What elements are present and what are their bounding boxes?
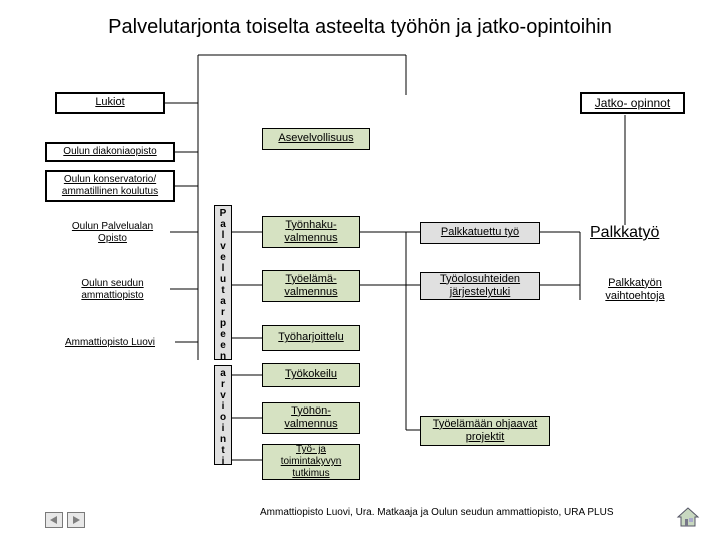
box-asevelvollisuus: Asevelvollisuus bbox=[262, 128, 370, 150]
box-seudun: Oulun seudun ammattiopisto bbox=[55, 275, 170, 305]
box-palkkatuettu: Palkkatuettu työ bbox=[420, 222, 540, 244]
box-tyokokeilu: Työkokeilu bbox=[262, 363, 360, 387]
nav-next-button[interactable] bbox=[67, 512, 85, 528]
vcol-palvelutarpeen: P a l v e l u t a r p e e n bbox=[214, 205, 232, 360]
box-tyoelama: Työelämä- valmennus bbox=[262, 270, 360, 302]
box-tyonhaku: Työnhaku- valmennus bbox=[262, 216, 360, 248]
box-palvelualan: Oulun Palvelualan Opisto bbox=[55, 218, 170, 248]
box-luovi: Ammattiopisto Luovi bbox=[45, 335, 175, 351]
box-konservatorio: Oulun konservatorio/ ammatillinen koulut… bbox=[45, 170, 175, 202]
triangle-right-icon bbox=[71, 515, 81, 525]
nav-prev-button[interactable] bbox=[45, 512, 63, 528]
vcol-arviointi: a r v i o i n t i bbox=[214, 365, 232, 465]
box-tyoolo: Työolosuhteiden järjestelytuki bbox=[420, 272, 540, 300]
box-tyoharjoittelu: Työharjoittelu bbox=[262, 325, 360, 351]
box-ohjaavat: Työelämään ohjaavat projektit bbox=[420, 416, 550, 446]
box-diakonia: Oulun diakoniaopisto bbox=[45, 142, 175, 162]
page-title: Palvelutarjonta toiselta asteelta työhön… bbox=[0, 16, 720, 39]
triangle-left-icon bbox=[49, 515, 59, 525]
footer-text: Ammattiopisto Luovi, Ura. Matkaaja ja Ou… bbox=[260, 507, 614, 518]
connector-lines bbox=[0, 0, 720, 540]
label-palkkatyo: Palkkatyö bbox=[590, 224, 659, 242]
box-lukiot: Lukiot bbox=[55, 92, 165, 114]
box-tyohon: Työhön- valmennus bbox=[262, 402, 360, 434]
box-jatko: Jatko- opinnot bbox=[580, 92, 685, 114]
box-tyoja: Työ- ja toimintakyvyn tutkimus bbox=[262, 444, 360, 480]
home-icon[interactable] bbox=[676, 506, 700, 528]
box-vaihtoehtoja: Palkkatyön vaihtoehtoja bbox=[590, 275, 680, 305]
